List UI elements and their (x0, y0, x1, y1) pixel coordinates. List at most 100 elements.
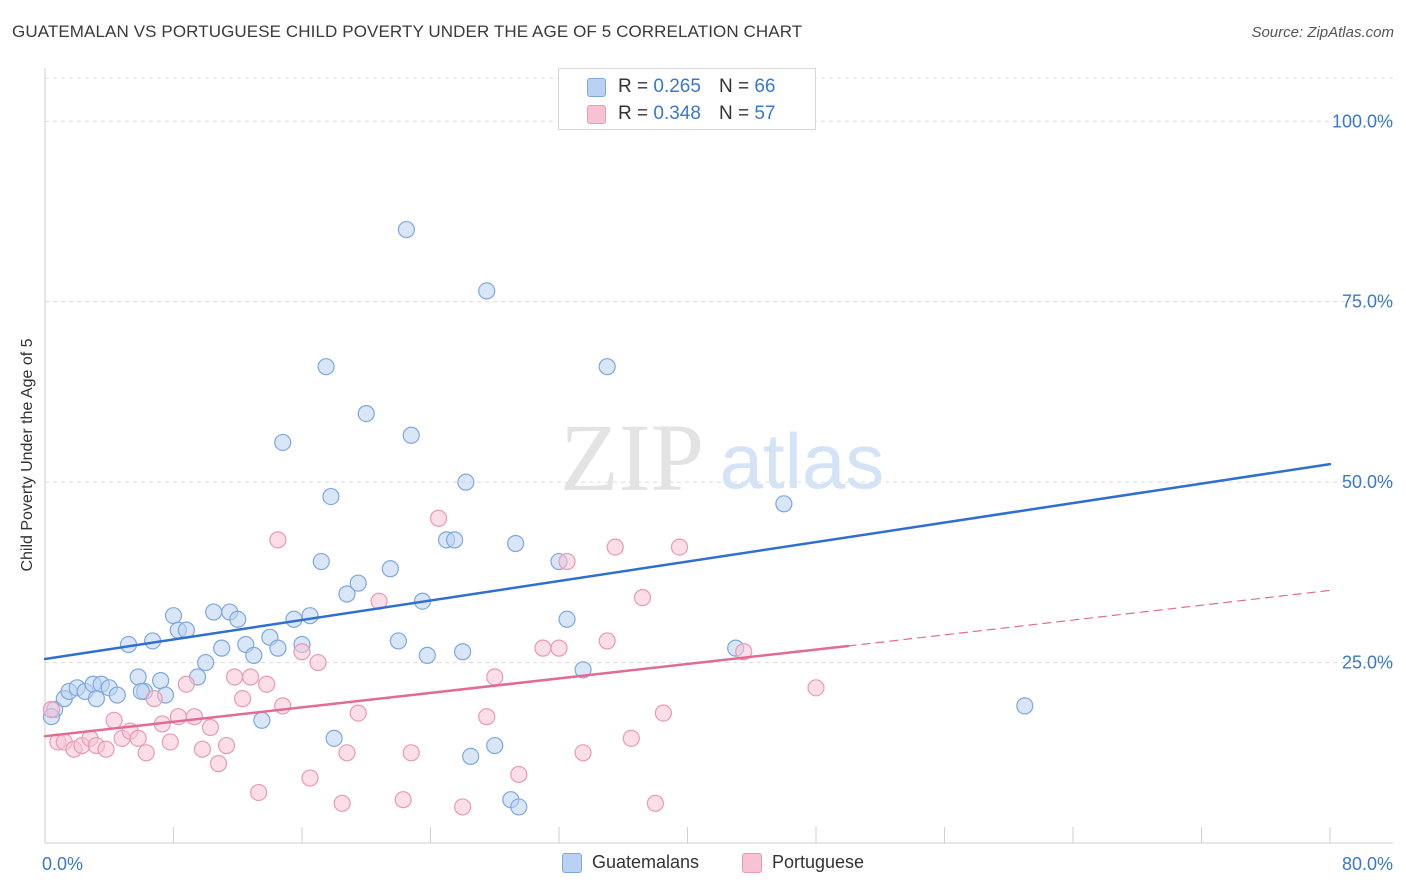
guatemalans-point (229, 610, 247, 628)
portuguese-point (129, 729, 147, 747)
portuguese-point (137, 744, 155, 762)
guatemalans-point (558, 610, 576, 628)
n-label: N = (718, 103, 750, 124)
guatemalans-point (775, 495, 793, 513)
portuguese-point (558, 552, 576, 571)
legend-label-portuguese: Portuguese (772, 852, 865, 872)
portuguese-point (185, 708, 203, 726)
guatemalans-point (462, 747, 480, 765)
x-tick-label: 80.0% (1342, 854, 1393, 874)
portuguese-point (217, 736, 236, 755)
portuguese-point (670, 538, 689, 556)
portuguese-point (735, 643, 753, 661)
y-tick-label: 25.0% (1342, 653, 1393, 673)
portuguese-point (309, 653, 327, 672)
guatemalans-point (457, 473, 475, 491)
guatemalans-point (269, 639, 287, 657)
n-label: N = (718, 76, 750, 97)
portuguese-point (394, 791, 412, 809)
trend-lines (43, 462, 1332, 738)
portuguese-point (301, 769, 319, 787)
guatemalans-point (197, 653, 215, 672)
portuguese-point (654, 704, 673, 722)
portuguese-point (258, 675, 276, 693)
guatemalans-point (397, 220, 416, 239)
portuguese-point (269, 531, 287, 549)
portuguese-point (193, 740, 212, 758)
portuguese-point (209, 755, 228, 773)
guatemalans-point (108, 686, 126, 704)
guatemalans-point (213, 639, 231, 657)
r-label: R = (618, 76, 649, 97)
legend-row-portuguese: R = 0.348 N = 57 (587, 102, 775, 126)
guatemalans-point (357, 404, 375, 423)
n-value: 66 (754, 76, 776, 97)
portuguese-point (177, 675, 195, 693)
r-value: 0.348 (653, 103, 701, 124)
portuguese-point (233, 690, 252, 708)
guatemalans-point (317, 358, 335, 376)
tick-labels: 25.0% 50.0% 75.0% 100.0% 0.0% 80.0% (42, 111, 1393, 874)
portuguese-trendline (847, 589, 1331, 647)
guatemalans-point (312, 552, 330, 571)
portuguese-point (105, 711, 123, 729)
portuguese-point (510, 765, 528, 784)
guatemalans-point (507, 534, 525, 553)
portuguese-swatch (742, 852, 762, 873)
portuguese-point (333, 794, 351, 812)
guatemalans-point (1016, 697, 1034, 715)
guatemalans-point (322, 487, 340, 506)
portuguese-point (646, 794, 664, 812)
portuguese-point (274, 697, 292, 715)
legend-item-portuguese: Portuguese (742, 852, 864, 873)
portuguese-point (429, 509, 448, 527)
guatemalans-trendline (43, 462, 1332, 661)
portuguese-point (225, 668, 244, 686)
guatemalans-point (598, 358, 616, 376)
guatemalans-point (349, 574, 367, 592)
watermark-zip: ZIP (560, 404, 704, 511)
guatemalans-point (205, 603, 223, 621)
portuguese-point (633, 589, 652, 607)
grid-lines (45, 77, 1393, 664)
guatemalans-point (129, 668, 147, 686)
portuguese-point (486, 668, 504, 686)
guatemalans-point (87, 690, 106, 708)
y-tick-label: 50.0% (1342, 472, 1393, 492)
chart-title: GUATEMALAN VS PORTUGUESE CHILD POVERTY U… (12, 22, 803, 41)
watermark-atlas: atlas (720, 417, 885, 505)
legend-row-guatemalans: R = 0.265 N = 66 (587, 75, 775, 99)
source-credit: Source: ZipAtlas.com (1251, 24, 1394, 41)
portuguese-point (349, 704, 367, 722)
guatemalans-point (389, 632, 407, 650)
guatemalans-point (152, 672, 170, 690)
portuguese-point (598, 632, 616, 650)
portuguese-point (293, 643, 311, 661)
guatemalans-point (486, 736, 504, 755)
portuguese-point (201, 718, 220, 737)
guatemalans-point (510, 798, 528, 816)
portuguese-point (242, 668, 260, 686)
portuguese-point (250, 783, 268, 802)
guatemalans-point (445, 531, 464, 549)
legend-label-guatemalans: Guatemalans (592, 852, 700, 872)
guatemalans-swatch (562, 852, 582, 873)
guatemalans-point (274, 433, 292, 452)
y-tick-label: 100.0% (1332, 111, 1393, 131)
guatemalans-point (253, 711, 271, 729)
correlation-legend: R = 0.265 N = 66 R = 0.348 N = 57 (558, 68, 816, 130)
portuguese-point (454, 798, 472, 816)
legend-item-guatemalans: Guatemalans (562, 852, 699, 873)
guatemalans-point (402, 426, 420, 444)
portuguese-point (478, 708, 496, 726)
n-value: 57 (754, 103, 776, 124)
watermark: ZIP atlas (560, 404, 884, 511)
portuguese-point (622, 729, 640, 747)
guatemalans-point (164, 607, 183, 625)
portuguese-point (42, 700, 61, 719)
guatemalans-point (132, 682, 150, 701)
guatemalans-point (574, 661, 592, 679)
data-points (42, 220, 1034, 816)
portuguese-point (97, 740, 115, 758)
